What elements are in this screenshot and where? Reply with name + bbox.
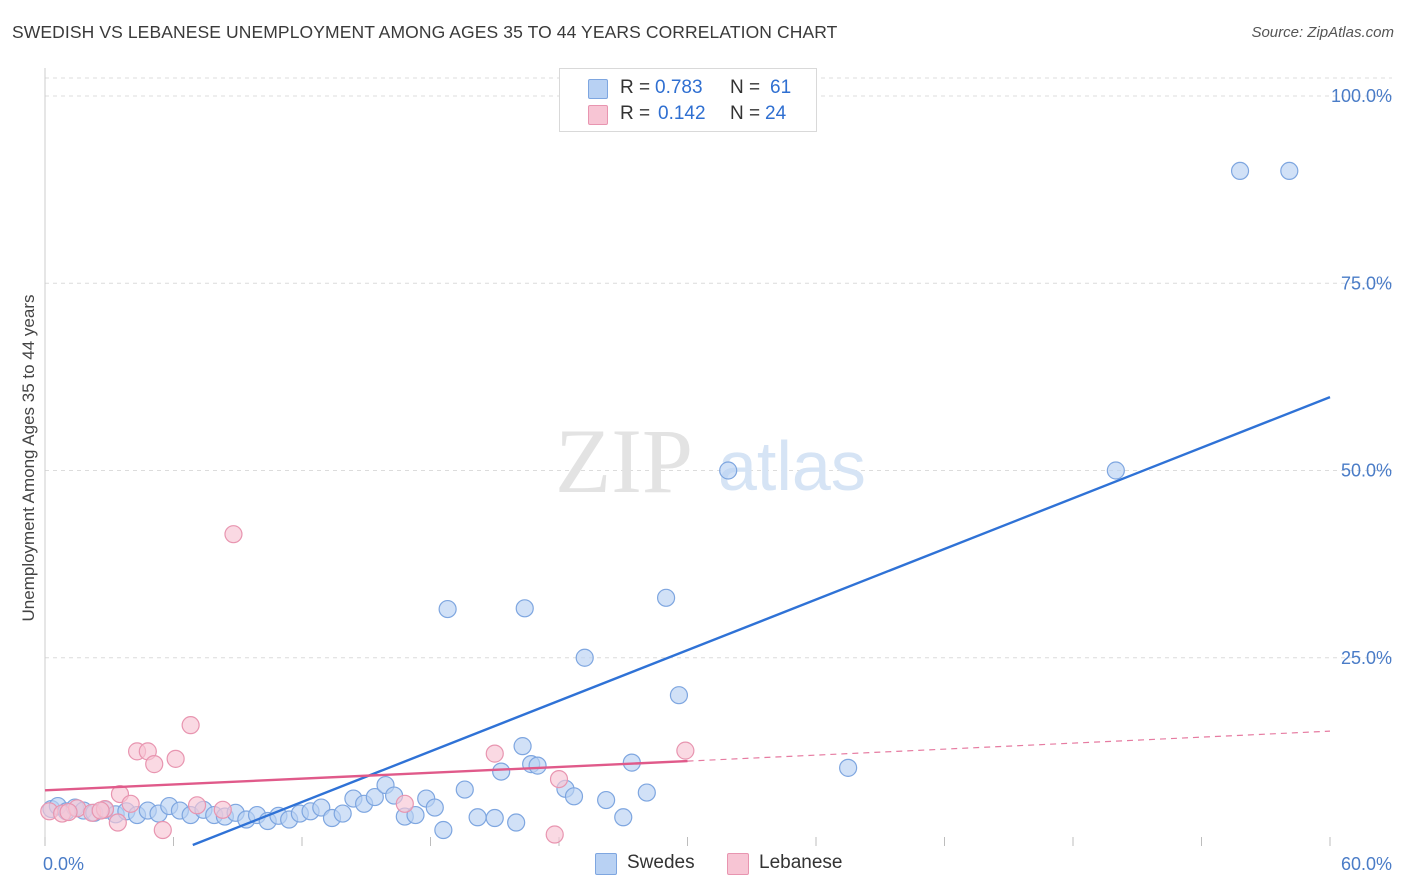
legend-n-label: N =: [730, 77, 761, 98]
point-swedes: [507, 813, 526, 832]
trendline-lebanese: [44, 759, 688, 792]
point-lebanese: [224, 525, 243, 544]
legend-r-label: R =: [620, 77, 651, 98]
legend-n-label: N =: [730, 103, 761, 124]
point-swedes: [839, 758, 858, 777]
point-swedes: [669, 686, 689, 705]
point-swedes: [1106, 461, 1125, 480]
legend-swatch-lebanese: [588, 105, 608, 125]
point-swedes: [515, 599, 534, 618]
bottom-legend-swatch-swedes: [595, 853, 617, 875]
point-lebanese: [676, 741, 695, 760]
point-swedes: [719, 461, 738, 480]
legend-swatch-swedes: [588, 79, 608, 99]
point-swedes: [492, 762, 511, 781]
point-lebanese: [153, 820, 172, 840]
point-swedes: [365, 787, 384, 807]
point-swedes: [434, 820, 453, 840]
point-swedes: [455, 780, 474, 799]
y-tick-label: 25.0%: [1341, 648, 1392, 668]
point-swedes: [333, 804, 352, 823]
watermark-zip: ZIP: [555, 410, 693, 512]
point-swedes: [597, 790, 616, 810]
point-swedes: [425, 798, 444, 817]
x-tick-label: 60.0%: [1341, 854, 1392, 874]
legend-r-value: 0.142: [658, 103, 706, 124]
point-swedes: [1280, 161, 1299, 180]
point-swedes: [485, 808, 504, 828]
point-lebanese: [549, 769, 569, 789]
point-lebanese: [166, 749, 185, 768]
y-tick-label: 100.0%: [1331, 86, 1392, 106]
point-swedes: [406, 805, 425, 825]
x-tick-label: 0.0%: [43, 854, 84, 874]
point-swedes: [468, 808, 487, 827]
point-lebanese: [121, 794, 140, 813]
bottom-legend-swatch-lebanese: [727, 853, 749, 875]
trendline-swedes: [192, 395, 1331, 847]
watermark: ZIP atlas: [555, 410, 866, 512]
legend-r-label: R =: [620, 103, 651, 124]
point-swedes: [438, 599, 457, 619]
legend-n-value: 24: [765, 103, 787, 124]
point-swedes: [614, 808, 633, 827]
point-swedes: [1230, 161, 1250, 180]
point-swedes: [637, 783, 656, 802]
point-swedes: [564, 787, 584, 806]
point-lebanese: [187, 796, 207, 815]
axis-layer: 25.0% 50.0% 75.0% 100.0% 0.0% 60.0%: [43, 68, 1392, 874]
watermark-atlas: atlas: [718, 427, 866, 505]
point-lebanese: [145, 755, 164, 774]
trendline-extension-lebanese: [687, 730, 1331, 762]
legend-r-value: 0.783: [655, 77, 703, 98]
legend: R = 0.783 N = 61 R = 0.142 N = 24: [559, 68, 817, 132]
bottom-legend-label-swedes: Swedes: [627, 852, 695, 873]
point-swedes: [513, 737, 532, 756]
point-swedes: [528, 756, 547, 775]
chart-title: SWEDISH VS LEBANESE UNEMPLOYMENT AMONG A…: [12, 22, 838, 42]
legend-n-value: 61: [770, 77, 792, 98]
point-lebanese: [91, 801, 110, 820]
point-lebanese: [59, 802, 78, 822]
y-tick-label: 50.0%: [1341, 461, 1392, 481]
point-lebanese: [545, 825, 564, 844]
point-lebanese: [213, 800, 232, 819]
grid-layer: [45, 77, 1392, 659]
point-lebanese: [485, 744, 504, 763]
point-lebanese: [108, 813, 127, 832]
point-lebanese: [395, 794, 414, 813]
trend-layer: [44, 395, 1331, 847]
point-lebanese: [181, 716, 200, 735]
y-axis-label: Unemployment Among Ages 35 to 44 years: [19, 295, 38, 622]
source-attribution: Source: ZipAtlas.com: [1251, 24, 1394, 41]
point-swedes: [656, 588, 676, 607]
point-swedes: [575, 648, 594, 667]
bottom-legend-label-lebanese: Lebanese: [759, 852, 843, 873]
y-tick-label: 75.0%: [1341, 273, 1392, 293]
points-layer: [40, 161, 1299, 844]
